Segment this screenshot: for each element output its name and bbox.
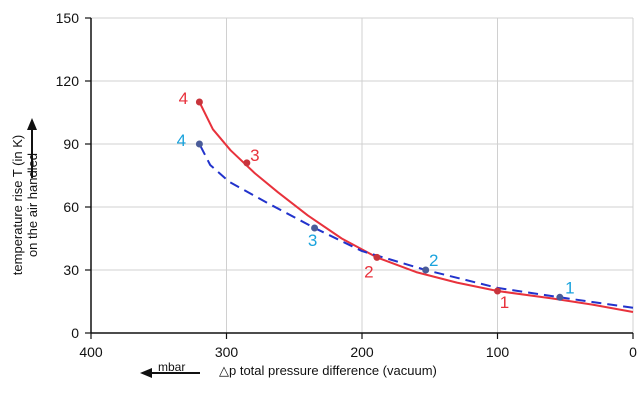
data-point-marker <box>243 159 251 167</box>
grid-lines <box>91 17 634 333</box>
markers-group: 1 2 3 4 1 2 3 4 <box>177 89 575 312</box>
y-tick-label: 60 <box>63 199 79 215</box>
y-tick-label: 0 <box>71 325 79 341</box>
y-axis-label-line2: on the air handled <box>25 153 40 257</box>
x-axis-unit: mbar <box>158 360 185 374</box>
x-axis-arrow-icon <box>140 368 200 378</box>
y-tick-label: 150 <box>56 10 80 26</box>
data-point-label: 4 <box>177 131 186 150</box>
data-point-marker <box>422 266 430 274</box>
axes <box>85 17 634 339</box>
x-tick-label: 200 <box>350 344 374 360</box>
y-tick-label: 30 <box>63 262 79 278</box>
data-point-marker <box>373 253 381 261</box>
data-point-label: 4 <box>179 89 188 108</box>
data-point-label: 1 <box>565 278 574 297</box>
x-tick-label: 100 <box>486 344 510 360</box>
x-tick-label: 0 <box>629 344 637 360</box>
data-point-marker <box>195 98 203 106</box>
y-tick-label: 120 <box>56 73 80 89</box>
tick-labels: 400 300 200 100 0 0 30 60 90 120 150 <box>56 10 637 360</box>
series-line-dashed <box>198 143 634 309</box>
y-axis-title: temperature rise T (in K) on the air han… <box>10 135 40 275</box>
x-tick-label: 400 <box>79 344 103 360</box>
data-point-marker <box>556 293 564 301</box>
series-line-solid <box>198 101 634 313</box>
data-point-label: 2 <box>429 251 438 270</box>
y-axis-label-line1: temperature rise T (in K) <box>10 135 25 275</box>
data-point-marker <box>311 224 319 232</box>
data-point-label: 3 <box>308 231 317 250</box>
series-group <box>198 101 634 313</box>
x-axis-label: △p total pressure difference (vacuum) <box>219 363 437 378</box>
data-point-marker <box>195 140 203 148</box>
y-tick-label: 90 <box>63 136 79 152</box>
data-point-label: 3 <box>250 146 259 165</box>
data-point-label: 2 <box>364 262 373 281</box>
y-axis-arrow-icon <box>27 118 37 178</box>
data-point-marker <box>494 287 501 295</box>
x-tick-label: 300 <box>215 344 239 360</box>
data-point-label: 1 <box>500 293 509 312</box>
